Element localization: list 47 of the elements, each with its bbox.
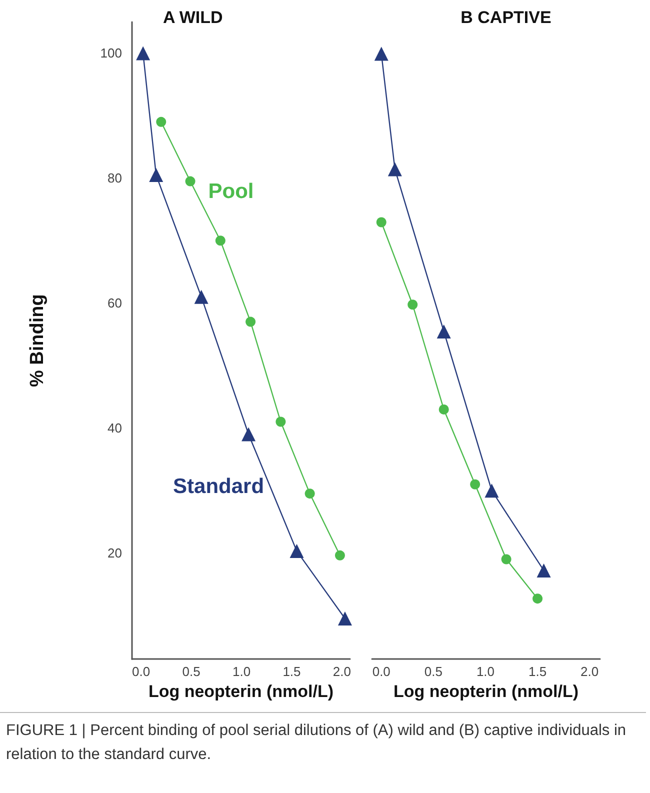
x-axis-title: Log neopterin (nmol/L) bbox=[393, 682, 579, 701]
point bbox=[408, 300, 418, 310]
point bbox=[484, 484, 499, 498]
x-tick-label: 0.5 bbox=[182, 664, 200, 680]
x-tick-label: 1.0 bbox=[232, 664, 251, 680]
point bbox=[388, 162, 402, 176]
y-tick-label: 20 bbox=[108, 545, 122, 560]
y-tick-label: 60 bbox=[108, 296, 122, 311]
point bbox=[246, 316, 256, 327]
point bbox=[532, 594, 543, 604]
x-tick-label: 1.5 bbox=[528, 664, 547, 680]
point bbox=[290, 544, 304, 558]
point bbox=[374, 46, 388, 61]
point bbox=[276, 416, 286, 427]
point bbox=[149, 168, 164, 182]
point bbox=[242, 427, 256, 442]
y-axis-title: % Binding bbox=[27, 294, 48, 387]
point bbox=[185, 176, 196, 186]
point bbox=[501, 554, 512, 564]
y-tick-label: 100 bbox=[100, 46, 122, 61]
point bbox=[215, 236, 226, 246]
point bbox=[436, 324, 451, 338]
point bbox=[156, 116, 166, 127]
x-tick-label: 1.5 bbox=[282, 664, 301, 680]
series-label: Pool bbox=[208, 180, 254, 203]
point bbox=[304, 488, 315, 499]
x-tick-label: 1.0 bbox=[476, 664, 495, 680]
x-tick-label: 0.0 bbox=[372, 664, 390, 680]
x-tick-label: 0.5 bbox=[424, 664, 442, 680]
x-tick-label: 2.0 bbox=[332, 664, 351, 680]
series-label: Standard bbox=[173, 475, 264, 498]
y-tick-label: 80 bbox=[108, 170, 122, 186]
x-tick-label: 0.0 bbox=[132, 664, 150, 680]
point bbox=[536, 563, 551, 578]
chart-title: B CAPTIVE bbox=[460, 8, 552, 27]
chart-title: A WILD bbox=[163, 8, 223, 27]
point bbox=[438, 404, 449, 414]
x-axis-title: Log neopterin (nmol/L) bbox=[148, 682, 334, 701]
caption: FIGURE 1 | Percent binding of pool serial dilutions of (A) wild and (B) captive individuals in relation to the standard curve. bbox=[0, 712, 646, 773]
x-tick-label: 2.0 bbox=[580, 664, 599, 680]
point bbox=[470, 479, 480, 490]
point bbox=[194, 290, 208, 304]
y-tick-label: 40 bbox=[108, 420, 122, 436]
point bbox=[334, 550, 345, 560]
point bbox=[136, 46, 150, 60]
point bbox=[376, 217, 386, 228]
point bbox=[338, 612, 352, 626]
